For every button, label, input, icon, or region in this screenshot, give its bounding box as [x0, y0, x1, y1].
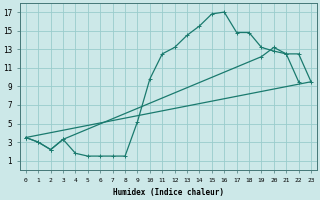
X-axis label: Humidex (Indice chaleur): Humidex (Indice chaleur)	[113, 188, 224, 197]
